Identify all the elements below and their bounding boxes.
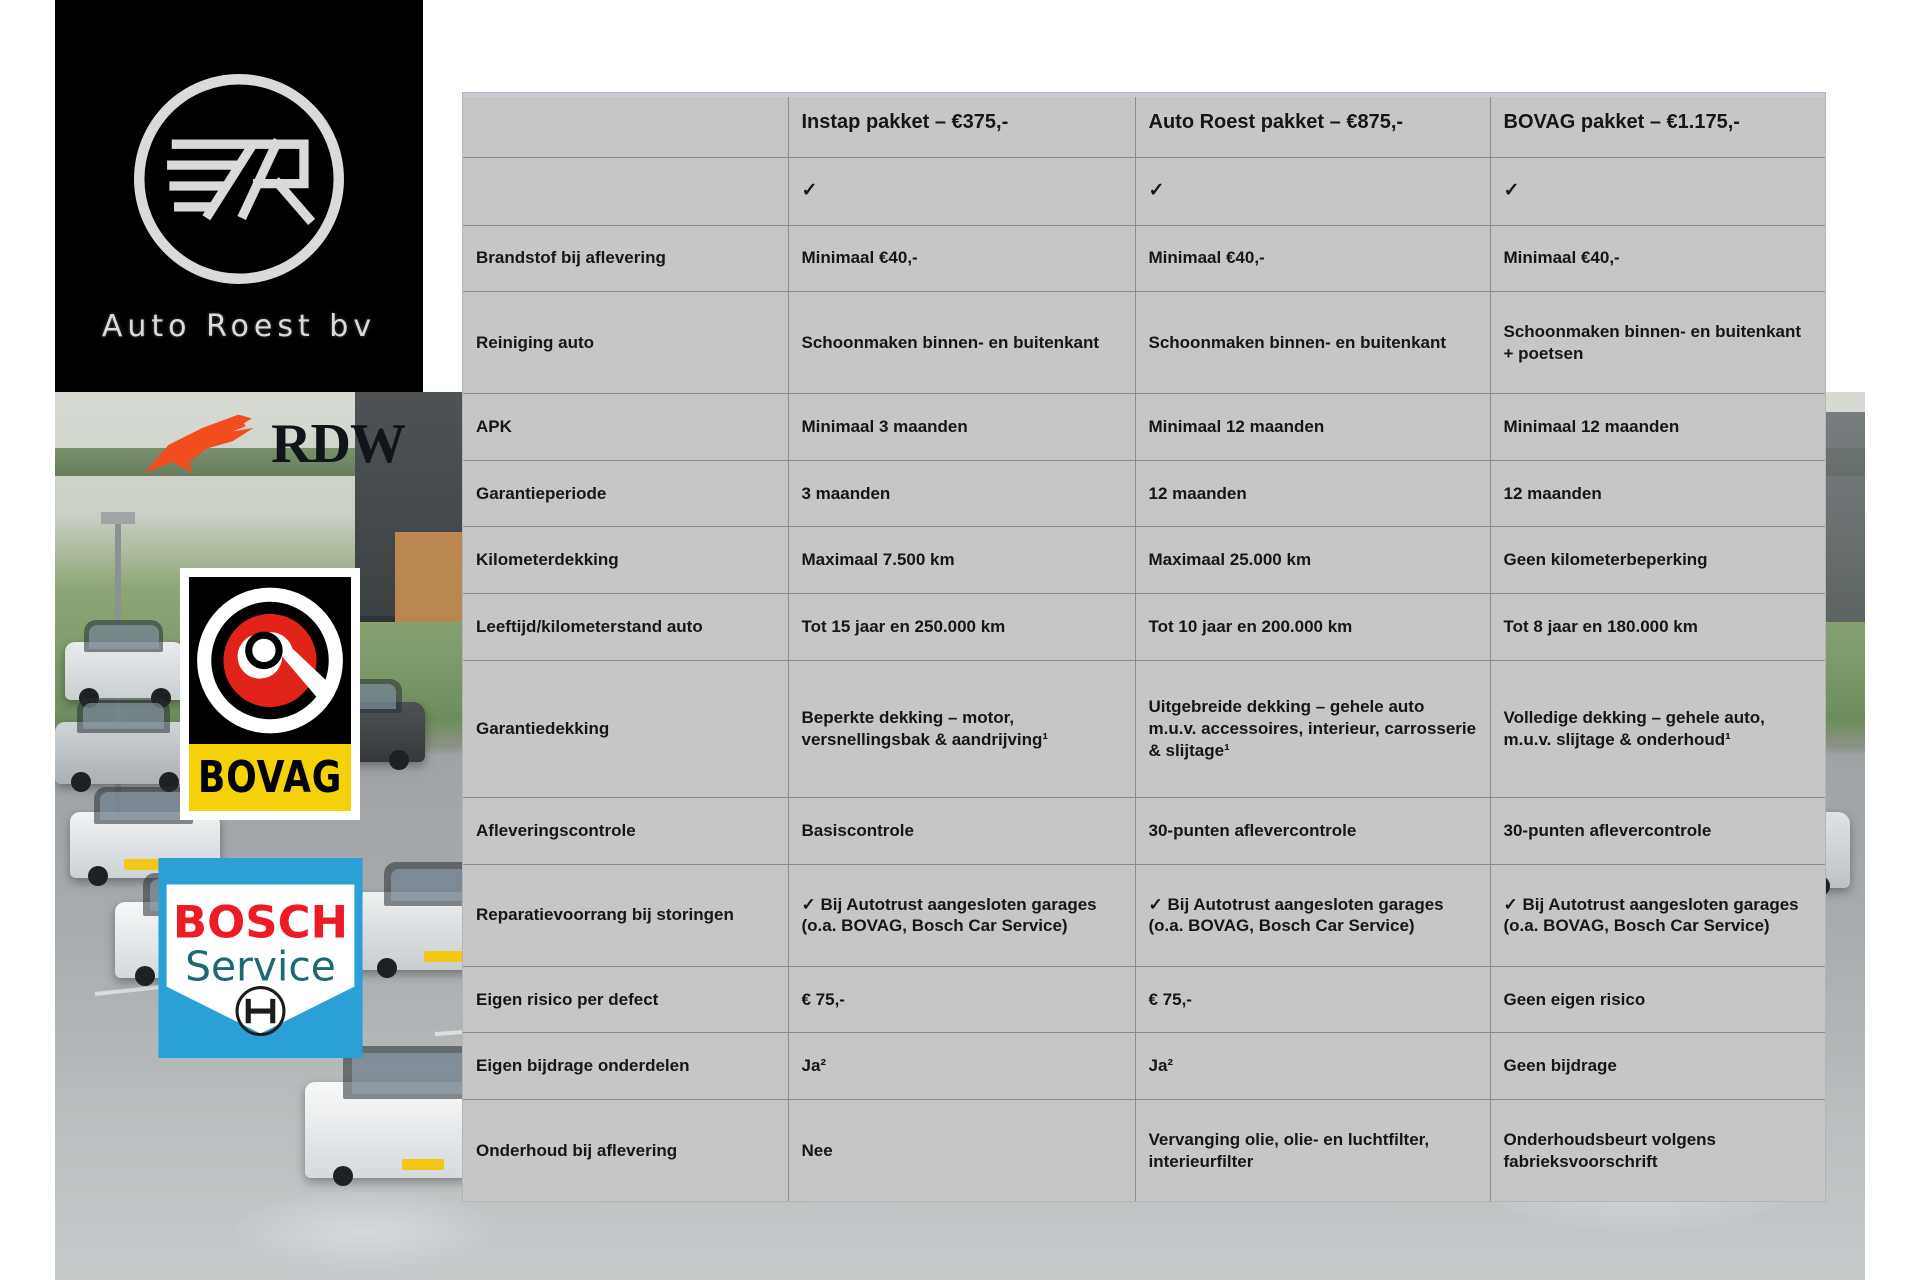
parked-car	[70, 786, 220, 886]
rdw-certification-badge: RDW	[140, 398, 406, 490]
cell-bovag: Onderhoudsbeurt volgens fabrieksvoorschr…	[1490, 1099, 1825, 1201]
table-body: ✓ ✓ ✓ Brandstof bij aflevering Minimaal …	[463, 157, 1825, 1201]
cell-bovag: ✓ Bij Autotrust aangesloten garages (o.a…	[1490, 864, 1825, 967]
row-label: Garantieperiode	[463, 460, 789, 528]
row-label: Eigen bijdrage onderdelen	[463, 1032, 789, 1101]
table-row: Onderhoud bij aflevering Nee Vervanging …	[463, 1099, 1825, 1201]
cell-bovag: Minimaal 12 maanden	[1490, 393, 1825, 461]
cell-bovag: Geen eigen risico	[1490, 966, 1825, 1034]
bovag-target-wrench-icon	[189, 577, 351, 744]
bosch-label: BOSCH	[173, 896, 348, 949]
cell-instap: Ja²	[788, 1032, 1136, 1101]
cell-bovag: Geen kilometerbeperking	[1490, 526, 1825, 594]
table-row: Leeftijd/kilometerstand auto Tot 15 jaar…	[463, 593, 1825, 661]
table-row: APK Minimaal 3 maanden Minimaal 12 maand…	[463, 393, 1825, 461]
cell-instap: Tot 15 jaar en 250.000 km	[788, 593, 1136, 661]
cell-instap: Schoonmaken binnen- en buitenkant	[788, 291, 1136, 395]
table-header-row: Instap pakket – €375,- Auto Roest pakket…	[463, 93, 1825, 158]
header-package-auto-roest: Auto Roest pakket – €875,-	[1135, 93, 1491, 158]
row-label: Reiniging auto	[463, 291, 789, 395]
cell-instap: € 75,-	[788, 966, 1136, 1034]
row-label: Eigen risico per defect	[463, 966, 789, 1034]
package-comparison-table: Instap pakket – €375,- Auto Roest pakket…	[463, 93, 1825, 1201]
table-row: Reiniging auto Schoonmaken binnen- en bu…	[463, 291, 1825, 395]
cell-auto-roest: Minimaal 12 maanden	[1135, 393, 1491, 461]
cell-instap: Beperkte dekking – motor, versnellingsba…	[788, 660, 1136, 799]
check-bovag: ✓	[1490, 157, 1825, 226]
parked-car	[65, 619, 185, 708]
row-label: Brandstof bij aflevering	[463, 225, 789, 293]
cell-instap: Maximaal 7.500 km	[788, 526, 1136, 594]
cell-auto-roest: Schoonmaken binnen- en buitenkant	[1135, 291, 1491, 395]
bosch-service-certification-badge: BOSCH Service	[158, 858, 363, 1058]
cell-instap: Minimaal 3 maanden	[788, 393, 1136, 461]
rdw-label: RDW	[271, 413, 406, 475]
bosch-armature-icon	[235, 986, 286, 1037]
table-row: Afleveringscontrole Basiscontrole 30-pun…	[463, 797, 1825, 865]
cell-bovag: Volledige dekking – gehele auto, m.u.v. …	[1490, 660, 1825, 799]
cell-auto-roest: Minimaal €40,-	[1135, 225, 1491, 293]
header-package-bovag: BOVAG pakket – €1.175,-	[1490, 93, 1825, 158]
row-label: Kilometerdekking	[463, 526, 789, 594]
check-auto-roest: ✓	[1135, 157, 1491, 226]
table-row: Garantiedekking Beperkte dekking – motor…	[463, 660, 1825, 799]
cell-auto-roest: 30-punten aflevercontrole	[1135, 797, 1491, 865]
bovag-certification-badge: BOVAG	[180, 568, 360, 820]
cell-auto-roest: Ja²	[1135, 1032, 1491, 1101]
brand-logo-panel: Auto Roest bv	[55, 0, 423, 392]
cell-instap: 3 maanden	[788, 460, 1136, 528]
header-feature-column	[463, 93, 789, 158]
bosch-service-label: Service	[185, 942, 336, 990]
table-row-check: ✓ ✓ ✓	[463, 157, 1825, 226]
cell-bovag: Schoonmaken binnen- en buitenkant + poet…	[1490, 291, 1825, 395]
package-comparison-table-container: Instap pakket – €375,- Auto Roest pakket…	[463, 93, 1825, 1201]
cell-auto-roest: Tot 10 jaar en 200.000 km	[1135, 593, 1491, 661]
puddle	[235, 1192, 495, 1272]
row-label: Afleveringscontrole	[463, 797, 789, 865]
cell-bovag: Minimaal €40,-	[1490, 225, 1825, 293]
brand-wordmark: Auto Roest bv	[101, 308, 377, 344]
row-label: APK	[463, 393, 789, 461]
row-label: Reparatievoorrang bij storingen	[463, 864, 789, 967]
cell-instap: Minimaal €40,-	[788, 225, 1136, 293]
cell-auto-roest: € 75,-	[1135, 966, 1491, 1034]
table-row: Garantieperiode 3 maanden 12 maanden 12 …	[463, 460, 1825, 528]
table-row: Eigen risico per defect € 75,- € 75,- Ge…	[463, 966, 1825, 1034]
cell-auto-roest: 12 maanden	[1135, 460, 1491, 528]
cell-bovag: 12 maanden	[1490, 460, 1825, 528]
cell-auto-roest: Maximaal 25.000 km	[1135, 526, 1491, 594]
auto-roest-circle-r-logo-icon	[134, 73, 344, 284]
table-row: Eigen bijdrage onderdelen Ja² Ja² Geen b…	[463, 1032, 1825, 1101]
cell-bovag: Geen bijdrage	[1490, 1032, 1825, 1101]
check-instap: ✓	[788, 157, 1136, 226]
table-row: Brandstof bij aflevering Minimaal €40,- …	[463, 225, 1825, 293]
bovag-label: BOVAG	[197, 752, 343, 803]
row-label: Garantiedekking	[463, 660, 789, 799]
cell-instap: Nee	[788, 1099, 1136, 1201]
row-label-check	[463, 157, 789, 226]
cell-bovag: Tot 8 jaar en 180.000 km	[1490, 593, 1825, 661]
table-row: Kilometerdekking Maximaal 7.500 km Maxim…	[463, 526, 1825, 594]
table-row: Reparatievoorrang bij storingen ✓ Bij Au…	[463, 864, 1825, 967]
cell-bovag: 30-punten aflevercontrole	[1490, 797, 1825, 865]
rdw-arrow-icon	[143, 414, 254, 474]
header-package-instap: Instap pakket – €375,-	[788, 93, 1136, 158]
parked-car	[55, 698, 195, 792]
cell-instap: ✓ Bij Autotrust aangesloten garages (o.a…	[788, 864, 1136, 967]
cell-auto-roest: ✓ Bij Autotrust aangesloten garages (o.a…	[1135, 864, 1491, 967]
cell-instap: Basiscontrole	[788, 797, 1136, 865]
row-label: Onderhoud bij aflevering	[463, 1099, 789, 1201]
row-label: Leeftijd/kilometerstand auto	[463, 593, 789, 661]
cell-auto-roest: Uitgebreide dekking – gehele auto m.u.v.…	[1135, 660, 1491, 799]
cell-auto-roest: Vervanging olie, olie- en luchtfilter, i…	[1135, 1099, 1491, 1201]
